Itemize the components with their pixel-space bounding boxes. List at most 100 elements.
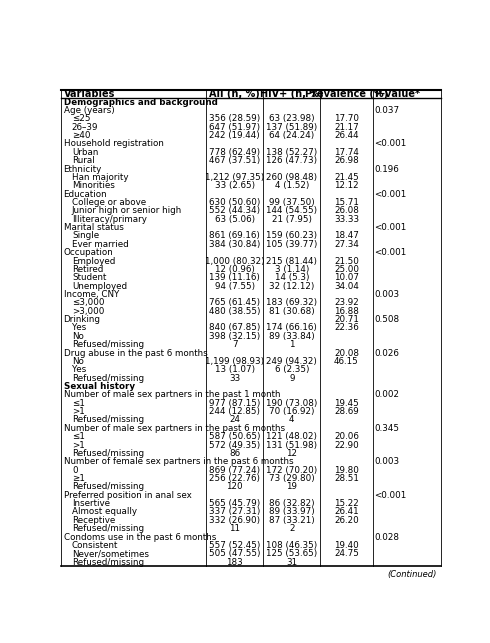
- Text: 64 (24.24): 64 (24.24): [269, 131, 315, 140]
- Text: 17.74: 17.74: [334, 148, 359, 157]
- Text: 16.88: 16.88: [334, 307, 359, 316]
- Text: ≤1: ≤1: [72, 399, 85, 408]
- Text: 21.50: 21.50: [334, 257, 359, 266]
- Text: 26.41: 26.41: [334, 507, 359, 516]
- Text: Yes: Yes: [72, 365, 86, 374]
- Text: 557 (52.45): 557 (52.45): [209, 541, 261, 550]
- Text: 22.90: 22.90: [334, 440, 359, 449]
- Text: 1,199 (98.93): 1,199 (98.93): [205, 357, 265, 366]
- Text: Urban: Urban: [72, 148, 98, 157]
- Text: Never/sometimes: Never/sometimes: [72, 549, 149, 558]
- Text: <0.001: <0.001: [374, 248, 406, 257]
- Text: 778 (62.49): 778 (62.49): [209, 148, 260, 157]
- Text: 19.80: 19.80: [334, 466, 359, 475]
- Text: 159 (60.23): 159 (60.23): [266, 231, 318, 240]
- Text: 12.12: 12.12: [334, 181, 359, 190]
- Text: Education: Education: [64, 190, 107, 199]
- Text: 552 (44.34): 552 (44.34): [209, 206, 260, 215]
- Text: College or above: College or above: [72, 198, 146, 207]
- Text: Prevalence (%): Prevalence (%): [305, 89, 388, 99]
- Text: 19.45: 19.45: [334, 399, 359, 408]
- Text: 27.34: 27.34: [334, 240, 359, 249]
- Text: >1: >1: [72, 440, 85, 449]
- Text: (Continued): (Continued): [388, 570, 437, 579]
- Text: 63 (5.06): 63 (5.06): [215, 215, 255, 224]
- Text: Illiteracy/primary: Illiteracy/primary: [72, 215, 147, 224]
- Text: 70 (16.92): 70 (16.92): [269, 407, 315, 416]
- Text: 587 (50.65): 587 (50.65): [209, 432, 261, 441]
- Text: 256 (22.76): 256 (22.76): [209, 474, 260, 483]
- Text: Drug abuse in the past 6 months: Drug abuse in the past 6 months: [64, 349, 207, 358]
- Text: 21.45: 21.45: [334, 173, 359, 182]
- Text: 0.003: 0.003: [374, 290, 399, 299]
- Text: 977 (87.15): 977 (87.15): [209, 399, 261, 408]
- Text: 12 (0.96): 12 (0.96): [215, 265, 255, 274]
- Text: 0.508: 0.508: [374, 315, 399, 324]
- Text: Rural: Rural: [72, 156, 95, 165]
- Text: 137 (51.89): 137 (51.89): [266, 123, 318, 132]
- Text: 20.08: 20.08: [334, 349, 359, 358]
- Text: 765 (61.45): 765 (61.45): [209, 298, 260, 307]
- Text: 26–39: 26–39: [72, 123, 98, 132]
- Text: 0.003: 0.003: [374, 457, 399, 466]
- Text: Variables: Variables: [64, 89, 115, 99]
- Text: 26.98: 26.98: [334, 156, 359, 165]
- Text: 0.002: 0.002: [374, 390, 399, 399]
- Text: 24.75: 24.75: [334, 549, 359, 558]
- Text: 86: 86: [229, 449, 241, 458]
- Text: 108 (46.35): 108 (46.35): [266, 541, 318, 550]
- Text: Household registration: Household registration: [64, 140, 163, 149]
- Text: 26.44: 26.44: [334, 131, 359, 140]
- Text: Sexual history: Sexual history: [64, 382, 135, 391]
- Text: 11: 11: [229, 524, 240, 533]
- Text: 2: 2: [289, 524, 294, 533]
- Text: Refused/missing: Refused/missing: [72, 557, 144, 566]
- Text: 4: 4: [289, 415, 294, 424]
- Text: 15.71: 15.71: [334, 198, 359, 207]
- Text: 20.06: 20.06: [334, 432, 359, 441]
- Text: 9: 9: [289, 374, 294, 383]
- Text: 46.15: 46.15: [334, 357, 359, 366]
- Text: Han majority: Han majority: [72, 173, 128, 182]
- Text: Occupation: Occupation: [64, 248, 113, 257]
- Text: 63 (23.98): 63 (23.98): [269, 114, 315, 123]
- Text: 0.345: 0.345: [374, 424, 399, 433]
- Text: 26.20: 26.20: [334, 516, 359, 525]
- Text: 356 (28.59): 356 (28.59): [209, 114, 260, 123]
- Text: 384 (30.84): 384 (30.84): [209, 240, 261, 249]
- Text: 24: 24: [229, 415, 240, 424]
- Text: ≤25: ≤25: [72, 114, 90, 123]
- Text: 14 (5.3): 14 (5.3): [274, 273, 309, 282]
- Text: 0.026: 0.026: [374, 349, 399, 358]
- Text: 174 (66.16): 174 (66.16): [267, 323, 317, 332]
- Text: 99 (37.50): 99 (37.50): [269, 198, 315, 207]
- Text: 139 (11.16): 139 (11.16): [209, 273, 260, 282]
- Text: 31: 31: [286, 557, 297, 566]
- Text: 105 (39.77): 105 (39.77): [266, 240, 318, 249]
- Text: 12: 12: [286, 449, 297, 458]
- Text: 1: 1: [289, 340, 294, 349]
- Text: 183: 183: [226, 557, 243, 566]
- Text: 94 (7.55): 94 (7.55): [215, 282, 255, 291]
- Text: 630 (50.60): 630 (50.60): [209, 198, 261, 207]
- Text: <0.001: <0.001: [374, 140, 406, 149]
- Text: Demographics and background: Demographics and background: [64, 98, 218, 107]
- Text: 20.71: 20.71: [334, 315, 359, 324]
- Text: Refused/missing: Refused/missing: [72, 374, 144, 383]
- Text: 332 (26.90): 332 (26.90): [209, 516, 260, 525]
- Text: <0.001: <0.001: [374, 491, 406, 500]
- Text: 565 (45.79): 565 (45.79): [209, 499, 260, 508]
- Text: 647 (51.97): 647 (51.97): [209, 123, 260, 132]
- Text: P-value*: P-value*: [374, 89, 420, 99]
- Text: Refused/missing: Refused/missing: [72, 415, 144, 424]
- Text: No: No: [72, 357, 84, 366]
- Text: 15.22: 15.22: [334, 499, 359, 508]
- Text: 26.08: 26.08: [334, 206, 359, 215]
- Text: Refused/missing: Refused/missing: [72, 482, 144, 491]
- Text: 19: 19: [286, 482, 297, 491]
- Text: Student: Student: [72, 273, 106, 282]
- Text: >3,000: >3,000: [72, 307, 104, 316]
- Text: Unemployed: Unemployed: [72, 282, 127, 291]
- Text: Employed: Employed: [72, 257, 115, 266]
- Text: Yes: Yes: [72, 323, 86, 332]
